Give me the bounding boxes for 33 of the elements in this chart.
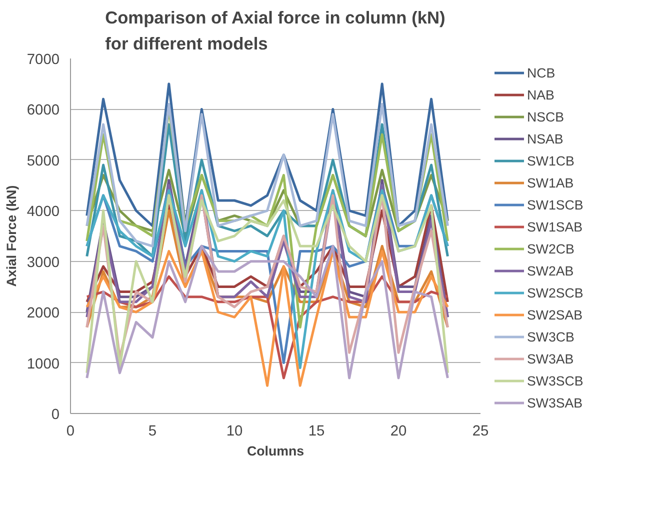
y-tick-label: 2000: [26, 306, 60, 322]
y-axis-title: Axial Force (kN): [4, 185, 19, 287]
x-tick-label: 10: [226, 424, 243, 440]
legend-label: SW2SAB: [527, 307, 583, 322]
x-tick-label: 20: [390, 424, 407, 440]
x-tick-label: 5: [148, 424, 157, 440]
legend-label: SW2CB: [527, 241, 574, 256]
legend-label: SW2AB: [527, 263, 574, 278]
y-tick-label: 4000: [26, 204, 60, 220]
y-tick-label: 5000: [26, 153, 60, 170]
y-tick-label: 7000: [26, 52, 60, 68]
chart-title: Comparison of Axial force in column (kN) for different models: [105, 8, 446, 54]
y-tick-label: 3000: [26, 254, 60, 271]
legend-label: SW2SCB: [527, 285, 584, 300]
legend-label: SW3AB: [527, 351, 574, 366]
x-tick-label: 25: [472, 424, 489, 440]
y-tick-label: 6000: [26, 102, 60, 119]
legend-label: SW1SCB: [527, 197, 584, 212]
x-tick-label: 0: [66, 424, 75, 440]
legend-label: SW1SAB: [527, 219, 583, 234]
legend-label: NSCB: [527, 109, 564, 124]
legend-label: NCB: [527, 65, 556, 80]
legend-label: NAB: [527, 87, 554, 102]
y-tick-label: 1000: [26, 356, 60, 372]
legend-label: SW3SCB: [527, 373, 584, 388]
y-tick-label: 0: [51, 407, 60, 423]
x-tick-label: 15: [308, 424, 325, 440]
legend-label: SW3CB: [527, 329, 574, 344]
legend-label: SW3SAB: [527, 395, 583, 410]
legend-label: SW1AB: [527, 175, 574, 190]
x-axis-title: Columns: [246, 444, 304, 458]
legend-label: NSAB: [527, 131, 564, 146]
legend-label: SW1CB: [527, 153, 574, 168]
